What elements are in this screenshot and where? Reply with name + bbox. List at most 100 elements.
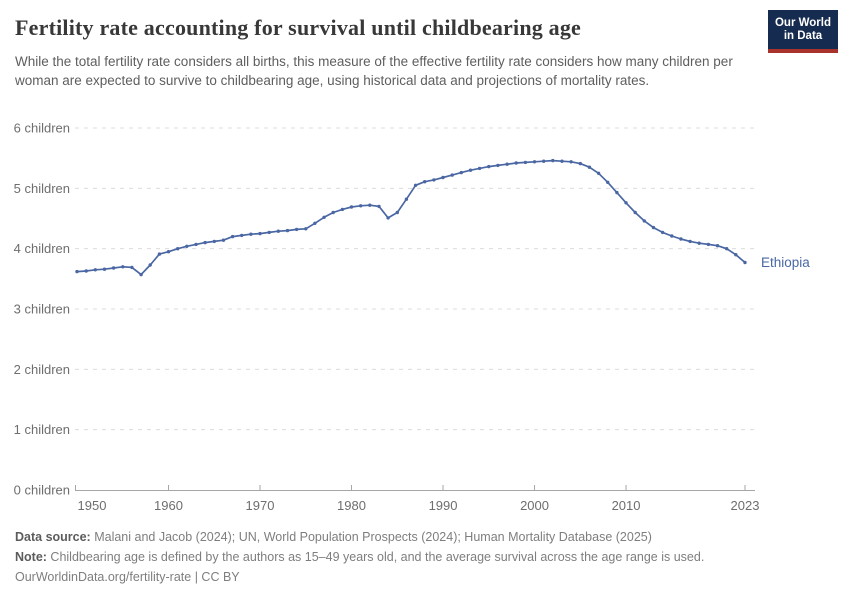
page-title: Fertility rate accounting for survival u… (15, 15, 582, 40)
data-point[interactable] (121, 265, 125, 269)
data-point[interactable] (688, 239, 692, 244)
y-axis-tick-label: 5 children (14, 181, 70, 196)
data-point[interactable] (743, 260, 747, 265)
data-point[interactable] (560, 159, 564, 163)
data-point[interactable] (551, 158, 555, 163)
data-point[interactable] (386, 216, 390, 220)
data-point[interactable] (413, 183, 418, 187)
data-point[interactable] (715, 244, 720, 248)
data-point[interactable] (203, 240, 207, 245)
data-point[interactable] (84, 269, 88, 273)
data-point[interactable] (496, 163, 500, 168)
note-label: Note: (15, 550, 47, 564)
data-point[interactable] (185, 244, 189, 248)
x-axis-tick-label: 1960 (154, 498, 183, 513)
owid-url-link[interactable]: OurWorldinData.org/fertility-rate (15, 570, 192, 584)
data-point[interactable] (569, 160, 573, 164)
chart-footer: Data source: Malani and Jacob (2024); UN… (15, 527, 704, 587)
data-point[interactable] (166, 250, 171, 254)
data-point[interactable] (624, 201, 628, 205)
data-point[interactable] (194, 242, 198, 247)
data-point[interactable] (377, 204, 381, 209)
data-point[interactable] (587, 165, 592, 169)
x-axis-tick-label: 2023 (731, 498, 760, 513)
data-point[interactable] (725, 247, 729, 251)
data-point[interactable] (102, 267, 107, 271)
data-point[interactable] (212, 239, 216, 244)
data-point[interactable] (230, 234, 235, 239)
data-point[interactable] (322, 215, 326, 219)
y-axis-tick-label: 4 children (14, 241, 70, 256)
data-point[interactable] (359, 204, 363, 208)
data-point[interactable] (459, 170, 463, 175)
data-point[interactable] (249, 232, 253, 236)
data-point[interactable] (130, 265, 134, 270)
data-point[interactable] (615, 190, 619, 195)
data-point[interactable] (340, 207, 345, 212)
data-point[interactable] (93, 268, 98, 272)
data-point[interactable] (633, 210, 637, 215)
x-axis-tick-label: 1980 (337, 498, 366, 513)
data-point[interactable] (432, 178, 436, 182)
chart-subtitle: While the total fertility rate considers… (15, 54, 733, 88)
data-point[interactable] (221, 238, 226, 242)
entity-label[interactable]: Ethiopia (761, 255, 810, 270)
data-point[interactable] (111, 266, 116, 270)
data-point[interactable] (596, 171, 601, 175)
y-axis-tick-label: 2 children (14, 362, 70, 377)
data-point[interactable] (276, 229, 280, 233)
data-point[interactable] (139, 272, 143, 277)
data-point[interactable] (349, 205, 354, 209)
owid-logo[interactable]: Our World in Data (768, 10, 838, 53)
note-text: Childbearing age is defined by the autho… (46, 550, 705, 564)
data-point[interactable] (176, 247, 180, 251)
data-point[interactable] (450, 173, 454, 177)
data-point[interactable] (697, 241, 701, 245)
y-axis-tick-label: 0 children (14, 483, 70, 498)
data-point[interactable] (404, 197, 409, 201)
data-point[interactable] (487, 164, 491, 169)
data-point[interactable] (523, 160, 528, 165)
data-point[interactable] (606, 180, 610, 184)
data-point[interactable] (542, 159, 546, 163)
data-point[interactable] (505, 162, 509, 166)
data-point[interactable] (679, 237, 683, 241)
data-point[interactable] (240, 233, 244, 238)
license-line: OurWorldinData.org/fertility-rate | CC B… (15, 567, 704, 587)
data-point[interactable] (706, 242, 711, 247)
data-point[interactable] (75, 269, 79, 274)
data-point[interactable] (304, 227, 308, 231)
data-point[interactable] (468, 168, 473, 172)
data-point[interactable] (532, 160, 537, 164)
data-point[interactable] (441, 175, 445, 180)
license-text: | CC BY (191, 570, 240, 584)
data-point[interactable] (514, 161, 518, 165)
data-point[interactable] (660, 230, 665, 235)
x-axis-tick-label: 2000 (520, 498, 549, 513)
data-point[interactable] (651, 225, 656, 230)
data-point[interactable] (157, 252, 162, 256)
data-point[interactable] (578, 161, 582, 166)
y-axis-tick-label: 6 children (14, 121, 70, 136)
data-point[interactable] (395, 210, 399, 215)
data-point[interactable] (368, 203, 372, 207)
data-point[interactable] (148, 263, 152, 267)
data-point[interactable] (267, 230, 271, 235)
line-chart: 0 children 1 children 2 children 3 children… (14, 121, 811, 514)
data-point[interactable] (642, 219, 646, 223)
data-point[interactable] (670, 234, 674, 238)
data-point[interactable] (423, 180, 427, 184)
data-point[interactable] (313, 221, 317, 225)
y-axis-tick-label: 1 children (14, 422, 70, 437)
data-line-ethiopia[interactable] (76, 159, 746, 276)
owid-logo-line2: in Data (783, 30, 823, 42)
data-point[interactable] (331, 210, 335, 215)
data-point[interactable] (734, 253, 738, 257)
data-point[interactable] (285, 228, 290, 233)
owid-logo-line1: Our World (774, 17, 831, 29)
data-point[interactable] (477, 166, 482, 171)
data-point[interactable] (294, 227, 299, 232)
data-point[interactable] (258, 231, 262, 236)
data-source-text: Malani and Jacob (2024); UN, World Popul… (90, 530, 652, 544)
